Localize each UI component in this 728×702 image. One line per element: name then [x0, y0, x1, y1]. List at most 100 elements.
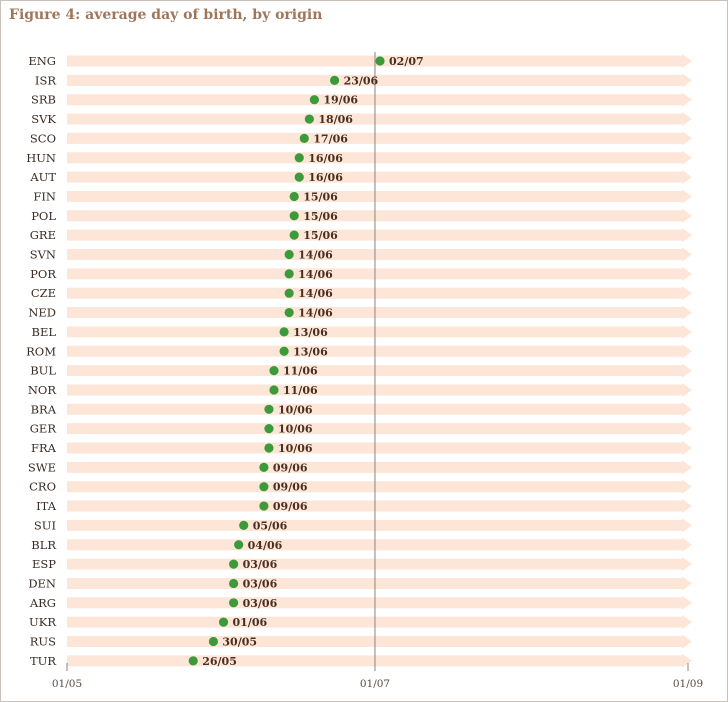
- country-label: ROM: [26, 344, 56, 358]
- row-band: [67, 305, 692, 320]
- value-label: 19/06: [323, 94, 358, 107]
- row-band: [67, 576, 692, 591]
- row-band: [67, 247, 692, 262]
- country-label: GER: [30, 422, 57, 436]
- row-band: [67, 518, 692, 533]
- value-label: 10/06: [278, 442, 313, 455]
- country-label: ITA: [36, 499, 57, 513]
- data-point: [264, 424, 274, 434]
- data-point: [259, 482, 269, 492]
- row-band: [67, 131, 692, 146]
- value-label: 13/06: [293, 345, 328, 358]
- data-point: [284, 288, 294, 298]
- data-point: [269, 366, 279, 376]
- value-label: 15/06: [303, 210, 338, 223]
- x-tick-label: 01/07: [360, 678, 390, 690]
- country-label: UKR: [29, 615, 56, 629]
- data-point: [279, 327, 289, 337]
- data-point: [289, 191, 299, 202]
- data-point: [264, 404, 274, 414]
- data-point: [259, 501, 269, 511]
- country-label: BEL: [32, 325, 57, 339]
- data-point: [304, 114, 314, 124]
- country-label: NED: [28, 306, 56, 320]
- country-label: RUS: [30, 635, 56, 649]
- country-label: SVK: [31, 112, 56, 126]
- value-label: 15/06: [303, 190, 338, 203]
- country-label: AUT: [29, 170, 56, 184]
- value-label: 17/06: [313, 132, 348, 145]
- row-band: [67, 615, 692, 630]
- value-label: 02/07: [389, 55, 424, 68]
- x-tick-label: 01/05: [52, 678, 82, 690]
- value-label: 11/06: [283, 384, 318, 397]
- country-label: SUI: [34, 518, 56, 532]
- row-band: [67, 421, 692, 436]
- row-band: [67, 208, 692, 223]
- row-band: [67, 150, 692, 165]
- data-point: [234, 540, 244, 550]
- value-label: 11/06: [283, 365, 318, 378]
- value-label: 05/06: [253, 519, 288, 532]
- row-band: [67, 324, 692, 339]
- value-label: 04/06: [248, 539, 283, 552]
- country-label: BLR: [31, 538, 56, 552]
- data-point: [289, 230, 299, 240]
- row-band: [67, 479, 692, 494]
- country-label: ESP: [32, 557, 56, 571]
- country-label: BUL: [30, 364, 56, 378]
- row-band: [67, 402, 692, 417]
- value-label: 09/06: [273, 481, 308, 494]
- row-band: [67, 653, 692, 668]
- country-label: FIN: [33, 189, 56, 203]
- value-label: 26/05: [202, 655, 237, 668]
- value-label: 13/06: [293, 326, 328, 339]
- country-label: POL: [31, 209, 56, 223]
- row-band: [67, 73, 692, 88]
- value-label: 03/06: [243, 597, 278, 610]
- data-point: [239, 520, 249, 531]
- data-point: [264, 443, 274, 453]
- row-band: [67, 363, 692, 378]
- country-label: SRB: [31, 93, 56, 107]
- country-label: NOR: [28, 383, 56, 397]
- country-label: SCO: [30, 131, 56, 145]
- row-band: [67, 441, 692, 455]
- row-band: [67, 344, 692, 359]
- country-label: BRA: [31, 402, 57, 416]
- row-band: [67, 499, 692, 514]
- data-point: [279, 346, 289, 356]
- row-band: [67, 228, 692, 243]
- chart-title: Figure 4: average day of birth, by origi…: [9, 7, 323, 23]
- country-label: TUR: [30, 654, 56, 668]
- data-point: [284, 249, 294, 260]
- country-label: FRA: [31, 441, 57, 455]
- data-point: [294, 153, 304, 163]
- row-band: [67, 189, 692, 204]
- value-label: 01/06: [233, 616, 268, 629]
- country-label: CZE: [31, 286, 56, 300]
- country-label: SVN: [30, 248, 56, 262]
- row-band: [67, 537, 692, 552]
- data-point: [289, 211, 299, 221]
- country-label: ISR: [35, 73, 56, 87]
- data-point: [188, 656, 198, 666]
- country-label: SWE: [28, 460, 56, 474]
- value-label: 15/06: [303, 229, 338, 242]
- country-label: DEN: [28, 576, 56, 590]
- data-point: [259, 462, 269, 472]
- data-point: [218, 617, 229, 627]
- value-label: 14/06: [298, 249, 333, 262]
- row-band: [67, 170, 692, 185]
- value-label: 23/06: [344, 74, 379, 87]
- value-label: 09/06: [273, 461, 308, 474]
- row-band: [67, 460, 692, 475]
- data-point: [229, 578, 239, 589]
- data-point: [208, 636, 219, 647]
- value-label: 09/06: [273, 500, 308, 513]
- data-point: [375, 56, 385, 66]
- value-label: 16/06: [308, 171, 343, 184]
- value-label: 03/06: [243, 558, 278, 571]
- value-label: 30/05: [222, 636, 257, 649]
